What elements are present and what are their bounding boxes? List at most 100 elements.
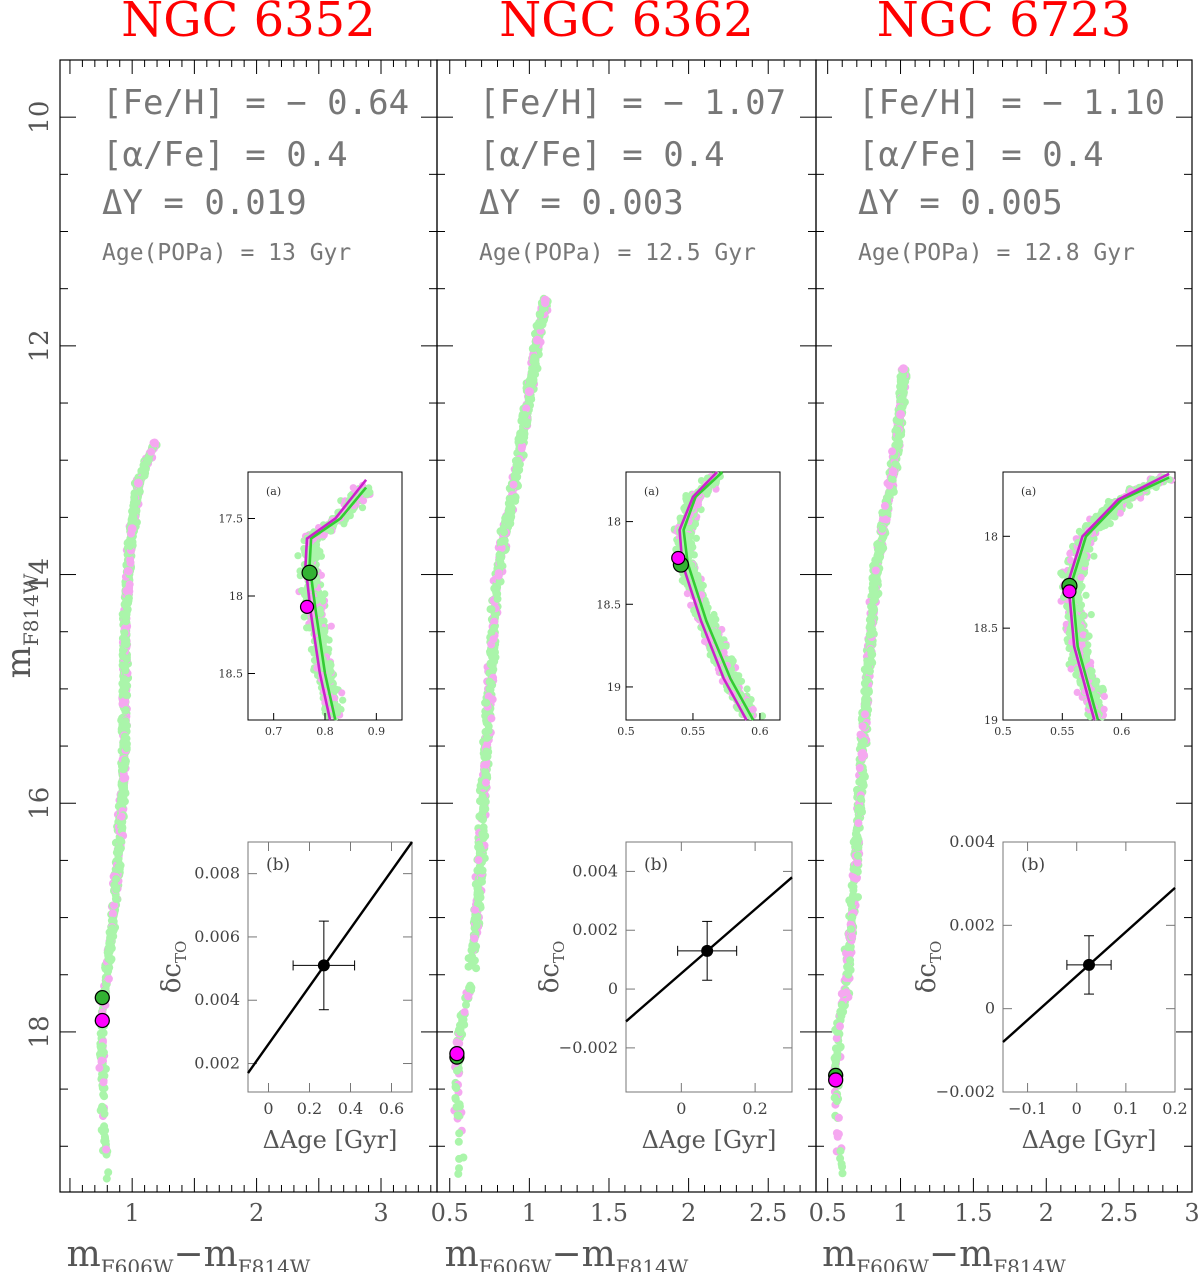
inset-a-y-tick-label: 17.5 (219, 513, 244, 526)
inset-b-y-tick-label: 0.002 (194, 1054, 240, 1073)
inset-b-label: (b) (266, 855, 290, 875)
x-axis-label-xlabel_part1: m (445, 1234, 479, 1272)
x-tick-label: 3 (373, 1199, 388, 1227)
inset-b-x-tick-label: 0.4 (338, 1099, 363, 1118)
pop1-star (120, 629, 129, 637)
pop1-star (455, 1102, 464, 1111)
inset-a-turnoff-pop2 (299, 599, 315, 614)
pop1-star (101, 1126, 110, 1135)
pop1-star (485, 677, 494, 686)
pop1-star (863, 675, 872, 684)
pop1-star (867, 650, 876, 659)
pop2-star (849, 873, 858, 882)
pop1-star (474, 843, 483, 851)
inset-b-x-tick-label: 0.2 (742, 1099, 767, 1118)
y-tick-label: 18 (25, 1015, 55, 1048)
pop1-star (465, 984, 474, 993)
pop2-star (524, 387, 534, 397)
inset-a-label: (a) (266, 485, 281, 498)
pop1-star (473, 866, 482, 875)
pop1-star (877, 541, 886, 550)
fit-line (247, 841, 413, 1074)
inset-b-y-tick-label: 0.004 (194, 990, 240, 1009)
x-axis-label-xlabel_sub2: F814W (616, 1255, 689, 1272)
x-axis-label-xlabel_sub2: F814W (993, 1255, 1066, 1272)
pop1-star (455, 1026, 463, 1034)
inset-a-turnoff-pop2 (671, 550, 686, 566)
pop1-star (470, 915, 479, 924)
x-tick-label: 1 (893, 1199, 908, 1227)
pop1-star (120, 784, 129, 792)
inset-a-x-tick-label: 0.9 (368, 725, 386, 738)
pop2-star (452, 1038, 461, 1047)
pop1-star (836, 1147, 845, 1156)
pop2-star (122, 586, 131, 595)
inset-b-y-label-main: δc (157, 963, 187, 993)
x-tick-label: 2 (681, 1199, 696, 1227)
pop1-star (846, 956, 855, 965)
pop2-star (127, 524, 137, 534)
inset-b-x-tick-label: 0 (263, 1099, 273, 1118)
annotation-age: Age(POPa) = 13 Gyr (102, 240, 351, 266)
pop1-star (112, 848, 121, 857)
pop2-star (856, 730, 865, 739)
inset-a-y-tick-label: 18.5 (597, 598, 622, 611)
inset-b-y-label: δcTO (157, 941, 190, 994)
pop2-star (896, 409, 906, 419)
pop2-star (464, 992, 473, 1001)
x-axis-label-xlabel_sub2: F814W (238, 1255, 311, 1272)
pop2-star (540, 295, 550, 305)
pop1-star (122, 617, 130, 626)
y-tick-label: 14 (25, 558, 55, 591)
pop1-star (493, 594, 502, 603)
pop2-star (102, 1145, 111, 1154)
pop1-star (327, 667, 335, 676)
inset-a-label: (a) (644, 485, 659, 498)
pop1-star (469, 944, 478, 953)
pop1-star (451, 1094, 460, 1102)
pop1-star (121, 681, 130, 690)
y-tick-label: 10 (25, 101, 55, 134)
pop1-star (1082, 591, 1090, 599)
inset-a-y-tick-label: 18.5 (219, 668, 244, 681)
y-tick-label: 12 (25, 329, 55, 362)
inset-b-label: (b) (644, 855, 668, 875)
pop2-star (880, 501, 889, 510)
pop1-star (106, 934, 115, 943)
pop1-star (479, 806, 488, 815)
pop1-star (847, 925, 855, 934)
annotation-delta-y: ΔY = 0.003 (479, 183, 684, 223)
pop1-star (896, 395, 905, 404)
pop1-star (454, 1169, 463, 1178)
pop2-star (888, 467, 898, 477)
pop1-star (500, 536, 509, 545)
pop1-star (141, 464, 150, 473)
pop1-star (486, 660, 495, 669)
pop1-star (115, 865, 124, 873)
pop1-star (691, 520, 700, 528)
pop1-star (121, 756, 130, 765)
pop1-star (319, 591, 327, 599)
annotation-alpha-fe: [α/Fe] = 0.4 (102, 135, 348, 175)
inset-a-x-tick-label: 0.55 (681, 725, 706, 738)
pop2-star (338, 689, 346, 697)
inset-b-y-tick-label: 0 (608, 979, 618, 998)
pop2-star (110, 901, 118, 910)
inset-a-turnoff-pop1 (301, 564, 318, 581)
y-tick-label: 16 (25, 787, 55, 820)
pop1-star (121, 666, 130, 675)
x-axis-label: mF606W−mF814W (822, 1234, 1066, 1272)
pop1-star (837, 1159, 846, 1168)
pop1-star (530, 368, 539, 377)
pop1-star (117, 820, 126, 829)
x-axis-label-xlabel_part2: m (204, 1234, 238, 1272)
pop1-star (453, 1066, 461, 1075)
pop2-star (848, 932, 857, 941)
pop2-star (858, 722, 867, 731)
pop2-star (109, 909, 117, 918)
y-axis-label-sub: F814W (19, 573, 43, 646)
